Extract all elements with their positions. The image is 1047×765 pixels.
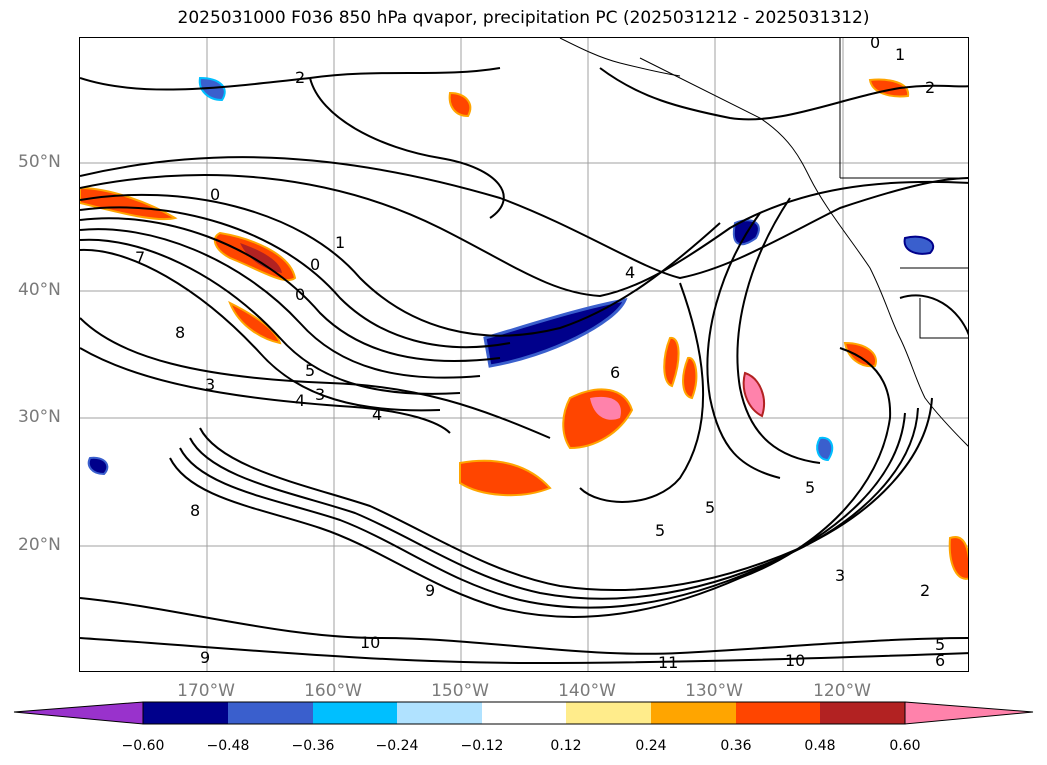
lon-label-160w: 160°W [304,681,362,701]
contour-label-5b: 5 [655,521,665,540]
lon-label-130w: 130°W [685,681,743,701]
colorbar-tick-012: 0.12 [550,738,582,754]
colorbar-segment-6 [566,702,651,724]
contour-label-2b: 2 [920,581,930,600]
lon-label-170w: 170°W [177,681,235,701]
colorbar-extend-high [904,701,1034,725]
colorbar-tick-m024: −0.24 [375,738,419,754]
colorbar-segment-8 [736,702,820,724]
lon-label-150w: 150°W [431,681,489,701]
contour-label-5c: 5 [705,498,715,517]
contour-label-7: 7 [135,248,145,267]
colorbar-tick-036: 0.36 [720,738,752,754]
contour-label-0c: 0 [295,285,305,304]
lat-label-20n: 20°N [18,535,61,555]
contour-labels: 2 0 1 0 0 8 3 5 3 4 4 4 6 5 5 5 3 2 9 10… [135,38,945,672]
colorbar-extend-low [13,701,144,725]
contour-label-2c: 2 [925,78,935,97]
colorbar-tick-m036: −0.36 [291,738,335,754]
contour-label-9b: 9 [200,648,210,667]
contour-label-0b: 0 [310,255,320,274]
colorbar-segment-1 [143,702,228,724]
contour-label-6b: 6 [935,651,945,670]
graticule [80,38,968,671]
contour-label-3c: 3 [835,566,845,585]
contour-label-8b: 8 [190,501,200,520]
lat-label-50n: 50°N [18,152,61,172]
contour-label-0: 0 [210,185,220,204]
contour-label-5d: 5 [805,478,815,497]
map-panel[interactable]: 2 0 1 0 0 8 3 5 3 4 4 4 6 5 5 5 3 2 9 10… [79,37,969,672]
colorbar-tick-m060: −0.60 [121,738,165,754]
contour-label-4b: 4 [372,405,382,424]
lat-label-30n: 30°N [18,407,61,427]
contour-label-1b: 1 [895,45,905,64]
map-title: 2025031000 F036 850 hPa qvapor, precipit… [177,8,870,28]
contour-label-3: 3 [205,375,215,394]
contour-label-6: 6 [610,363,620,382]
colorbar-tick-048: 0.48 [804,738,836,754]
colorbar-segment-2 [228,702,313,724]
contour-label-8: 8 [175,323,185,342]
lat-label-40n: 40°N [18,280,61,300]
contour-label-4: 4 [295,391,305,410]
colorbar-tick-m048: −0.48 [206,738,250,754]
contour-label-0d: 0 [870,38,880,52]
contour-label-5e: 5 [935,635,945,654]
colorbar [0,700,1047,730]
contour-label-2: 2 [295,68,305,87]
colorbar-segment-7 [651,702,736,724]
colorbar-tick-060: 0.60 [889,738,921,754]
contours [80,67,968,665]
colorbar-segment-5 [482,702,566,724]
contour-label-10: 10 [360,633,380,652]
colorbar-tick-024: 0.24 [635,738,667,754]
contour-label-1: 1 [335,233,345,252]
map-canvas: 2 0 1 0 0 8 3 5 3 4 4 4 6 5 5 5 3 2 9 10… [80,38,968,672]
colorbar-segment-4 [397,702,482,724]
lon-label-120w: 120°W [813,681,871,701]
lon-label-140w: 140°W [558,681,616,701]
contour-label-9: 9 [425,581,435,600]
coastlines [559,38,968,447]
colorbar-segment-9 [820,702,905,724]
colorbar-tick-m012: −0.12 [460,738,504,754]
contour-label-4c: 4 [625,263,635,282]
precip-shading [80,76,968,580]
contour-label-10b: 10 [785,651,805,670]
contour-label-5: 5 [305,361,315,380]
colorbar-segment-3 [313,702,397,724]
contour-label-3b: 3 [315,385,325,404]
contour-label-11: 11 [658,653,678,672]
